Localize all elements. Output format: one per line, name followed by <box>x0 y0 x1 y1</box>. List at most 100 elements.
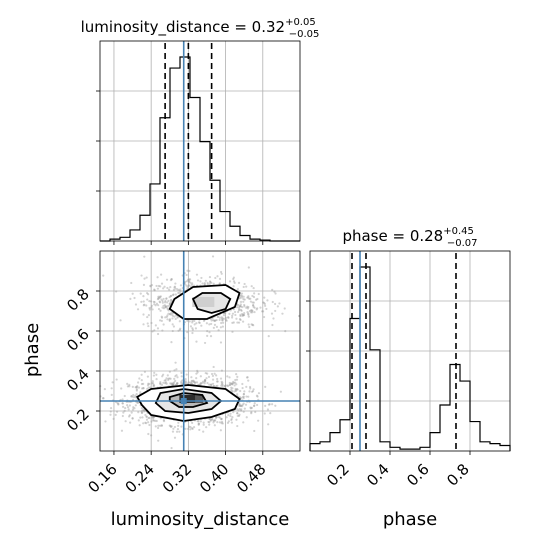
sample-point <box>253 306 256 309</box>
sample-point <box>227 414 230 417</box>
sample-point <box>214 276 217 280</box>
sample-point <box>221 325 224 328</box>
sample-point <box>148 306 151 310</box>
sample-point <box>241 294 244 298</box>
sample-point <box>242 395 245 398</box>
sample-point <box>167 377 170 380</box>
sample-point <box>247 315 250 318</box>
sample-point <box>211 382 215 385</box>
sample-point <box>251 294 254 298</box>
sample-point <box>164 306 167 309</box>
sample-point <box>251 309 254 312</box>
sample-point <box>194 327 198 330</box>
sample-point <box>192 379 195 382</box>
sample-point <box>126 404 129 407</box>
sample-point <box>131 292 134 295</box>
sample-point <box>179 288 182 291</box>
sample-point <box>151 380 154 383</box>
sample-point <box>243 390 246 393</box>
sample-point <box>211 255 215 258</box>
sample-point <box>231 312 235 315</box>
sample-point <box>210 319 213 322</box>
sample-point <box>199 382 203 385</box>
sample-point <box>167 312 170 315</box>
sample-point <box>174 379 177 382</box>
sample-point <box>248 310 252 313</box>
sample-point <box>274 292 277 295</box>
sample-point <box>180 380 183 383</box>
sample-point <box>185 382 189 385</box>
sample-point <box>218 421 222 424</box>
sample-point <box>167 288 171 291</box>
sample-point <box>270 312 274 315</box>
sample-point <box>213 372 216 375</box>
sample-point <box>156 426 160 430</box>
sample-point <box>212 419 215 423</box>
sample-point <box>163 304 167 307</box>
sample-point <box>176 382 179 385</box>
sample-point <box>209 419 212 422</box>
sample-point <box>152 419 156 422</box>
contour-line <box>168 392 209 408</box>
sample-point <box>128 415 131 418</box>
sample-point <box>216 421 219 424</box>
sample-point <box>147 421 150 424</box>
sample-point <box>199 420 202 423</box>
sample-point <box>273 290 276 293</box>
sample-point <box>235 306 239 309</box>
sample-point <box>243 305 246 308</box>
sample-point <box>238 407 241 411</box>
y-tick-label: 0.4 <box>63 365 93 395</box>
sample-point <box>188 278 192 281</box>
sample-point <box>128 383 131 386</box>
sample-point <box>150 283 154 287</box>
sample-point <box>225 319 228 322</box>
sample-point <box>154 419 157 422</box>
sample-point <box>234 388 237 391</box>
sample-point <box>176 288 179 291</box>
luminosity-distance-title-upper: +0.05 <box>285 17 316 28</box>
sample-point <box>186 278 190 281</box>
sample-point <box>249 300 252 303</box>
sample-point <box>146 387 149 391</box>
sample-point <box>186 319 189 323</box>
sample-point <box>185 273 188 277</box>
sample-point <box>231 382 234 385</box>
sample-point <box>230 417 233 421</box>
sample-point <box>141 409 144 412</box>
sample-point <box>126 385 130 388</box>
sample-point <box>134 386 137 389</box>
sample-point <box>252 304 255 307</box>
sample-point <box>242 396 245 400</box>
sample-point <box>162 419 165 422</box>
sample-point <box>220 384 223 387</box>
sample-point <box>216 384 219 387</box>
sample-point <box>166 307 169 310</box>
sample-point <box>246 376 249 379</box>
sample-point <box>243 407 246 410</box>
sample-point <box>145 422 148 425</box>
sample-point <box>140 382 143 386</box>
sample-point <box>252 304 255 307</box>
sample-point <box>158 300 161 303</box>
sample-point <box>145 276 148 279</box>
sample-point <box>221 422 224 425</box>
sample-point <box>273 302 277 306</box>
sample-point <box>242 402 245 405</box>
sample-point <box>101 397 105 400</box>
sample-point <box>230 382 233 385</box>
sample-point <box>215 415 218 419</box>
sample-point <box>230 421 233 424</box>
sample-point <box>138 377 141 380</box>
sample-point <box>203 382 206 385</box>
sample-point <box>160 282 164 285</box>
sample-point <box>146 291 149 295</box>
sample-point <box>231 387 234 390</box>
sample-point <box>261 310 265 313</box>
sample-point <box>131 417 134 420</box>
sample-point <box>146 298 149 301</box>
sample-point <box>178 291 181 294</box>
sample-point <box>174 361 177 364</box>
sample-point <box>135 389 138 392</box>
sample-point <box>165 315 168 318</box>
